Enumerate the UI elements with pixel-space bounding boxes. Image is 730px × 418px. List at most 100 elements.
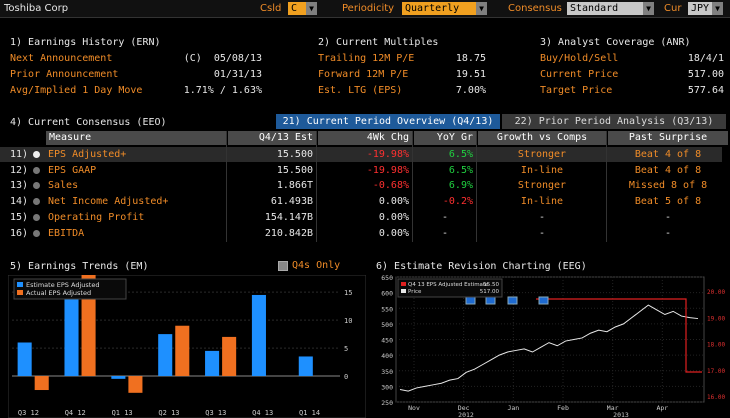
row-comps: Stronger bbox=[517, 180, 567, 192]
estimate-bar bbox=[298, 356, 313, 377]
row-measure[interactable]: EBITDA bbox=[48, 227, 85, 239]
y-tick-label: 650 bbox=[381, 274, 393, 282]
radio-icon[interactable] bbox=[33, 210, 43, 225]
col-surprise[interactable]: Past Surprise bbox=[608, 131, 728, 145]
row-measure[interactable]: EPS GAAP bbox=[48, 164, 97, 176]
multiples-label-0: Trailing 12M P/E bbox=[318, 53, 415, 64]
radio-icon[interactable] bbox=[33, 194, 43, 209]
legend-label: Estimate EPS Adjusted bbox=[26, 281, 99, 289]
table-row[interactable]: 12) EPS GAAP 15.500 -19.98% 6.5% In-line… bbox=[0, 162, 722, 178]
ern-title[interactable]: 1) Earnings History (ERN) bbox=[10, 37, 161, 48]
periodicity-label: Periodicity bbox=[342, 3, 395, 14]
estimate-bar bbox=[64, 292, 79, 377]
chevron-down-icon[interactable]: ▼ bbox=[476, 2, 487, 15]
col-est[interactable]: Q4/13 Est bbox=[228, 131, 316, 145]
tab-prior-period[interactable]: 22) Prior Period Analysis (Q3/13) bbox=[502, 114, 726, 129]
consensus-title[interactable]: 4) Current Consensus (EEO) bbox=[10, 117, 167, 128]
table-row[interactable]: 13) Sales 1.866T -0.68% 6.9% Stronger Mi… bbox=[0, 178, 722, 194]
cur-select[interactable]: JPY ▼ bbox=[688, 2, 723, 15]
estimate-bar bbox=[251, 294, 266, 377]
table-row[interactable]: 14) Net Income Adjusted+ 61.493B 0.00% -… bbox=[0, 194, 722, 210]
table-row[interactable]: 16) EBITDA 210.842B 0.00% - - - bbox=[0, 225, 722, 241]
checkbox-icon[interactable] bbox=[278, 260, 288, 271]
chevron-down-icon[interactable]: ▼ bbox=[712, 2, 723, 15]
row-est: 15.500 bbox=[276, 149, 313, 160]
row-yoy: 6.9% bbox=[448, 180, 473, 192]
tab-current-period[interactable]: 21) Current Period Overview (Q4/13) bbox=[276, 114, 500, 129]
anr-title[interactable]: 3) Analyst Coverage (ANR) bbox=[540, 37, 691, 48]
header-bar bbox=[0, 0, 730, 18]
y2-tick-label: 19.00 bbox=[707, 315, 725, 322]
multiples-value-1: 19.51 bbox=[455, 69, 486, 80]
row-surprise: Beat 4 of 8 bbox=[634, 164, 702, 176]
x-tick-label: Q4 12 bbox=[65, 409, 86, 417]
csld-label: Csld bbox=[260, 3, 282, 14]
row-4wk-chg: 0.00% bbox=[378, 227, 409, 239]
anr-label-0: Buy/Hold/Sell bbox=[540, 53, 619, 64]
anr-label-1: Current Price bbox=[540, 69, 619, 80]
chevron-down-icon[interactable]: ▼ bbox=[643, 2, 654, 15]
x-tick-label: Q1 14 bbox=[299, 409, 320, 417]
consensus-value: Standard bbox=[567, 2, 643, 15]
actual-bar bbox=[81, 275, 96, 377]
consensus-select[interactable]: Standard ▼ bbox=[567, 2, 654, 15]
multiples-label-2: Est. LTG (EPS) bbox=[318, 85, 403, 96]
estimate-revision-chart: 250 300 350 400 450 500 550 600 650 20.00 19.00 18.… bbox=[372, 273, 730, 418]
trends-title[interactable]: 5) Earnings Trends (EM) bbox=[10, 261, 149, 272]
x-tick-label: Q4 13 bbox=[252, 409, 273, 417]
actual-bar bbox=[34, 376, 49, 391]
x-year-label: 2012 bbox=[458, 411, 474, 418]
row-comps: - bbox=[538, 211, 546, 223]
x-tick-label: Jan bbox=[507, 404, 519, 412]
row-measure[interactable]: EPS Adjusted+ bbox=[48, 149, 127, 160]
col-4wk[interactable]: 4Wk Chg bbox=[318, 131, 412, 145]
actual-bar bbox=[175, 325, 190, 377]
y2-tick-label: 20.00 bbox=[707, 289, 725, 296]
y-tick-label: 250 bbox=[381, 399, 393, 407]
y-tick-label: 300 bbox=[381, 383, 393, 391]
revision-title[interactable]: 6) Estimate Revision Charting (EEG) bbox=[376, 261, 587, 272]
row-est: 61.493B bbox=[270, 196, 313, 208]
radio-icon[interactable] bbox=[33, 147, 43, 162]
estimate-bar bbox=[111, 376, 126, 379]
col-comps[interactable]: Growth vs Comps bbox=[478, 131, 606, 145]
ern-label-1: Prior Announcement bbox=[10, 69, 119, 80]
radio-icon[interactable] bbox=[33, 163, 43, 178]
ern-label-0: Next Announcement bbox=[10, 53, 113, 64]
legend-label: Q4 13 EPS Adjusted Estimate bbox=[408, 282, 489, 288]
column-divider bbox=[412, 131, 413, 242]
x-tick-label: Mar bbox=[607, 404, 619, 412]
row-est: 15.500 bbox=[276, 164, 313, 176]
row-comps: In-line bbox=[520, 196, 564, 208]
table-row[interactable]: 15) Operating Profit 154.147B 0.00% - - … bbox=[0, 209, 722, 225]
row-surprise: - bbox=[664, 211, 672, 223]
periodicity-value: Quarterly bbox=[402, 2, 476, 15]
chevron-down-icon[interactable]: ▼ bbox=[306, 2, 317, 15]
row-surprise: Beat 5 of 8 bbox=[634, 196, 702, 208]
row-est: 1.866T bbox=[276, 180, 313, 192]
col-measure[interactable]: Measure bbox=[46, 131, 226, 145]
legend-box bbox=[397, 278, 503, 298]
row-number: 16) bbox=[10, 227, 29, 239]
multiples-value-0: 18.75 bbox=[455, 53, 486, 64]
earnings-trends-chart: 0 5 10 15 Q3 12 Q4 12 Q1 13 Q2 13 Q3 13 Q4 13 Q1 1… bbox=[8, 275, 366, 418]
col-yoy[interactable]: YoY Gr bbox=[414, 131, 476, 145]
row-measure[interactable]: Sales bbox=[48, 180, 79, 192]
estimate-bar bbox=[158, 334, 173, 377]
radio-icon[interactable] bbox=[33, 178, 43, 193]
radio-icon[interactable] bbox=[33, 226, 43, 241]
row-measure[interactable]: Net Income Adjusted+ bbox=[48, 196, 169, 208]
y-tick-label: 10 bbox=[344, 317, 352, 325]
row-number: 15) bbox=[10, 211, 29, 223]
csld-select[interactable]: C ▼ bbox=[288, 2, 317, 15]
table-row[interactable]: 11) EPS Adjusted+ 15.500 -19.98% 6.5% St… bbox=[0, 147, 722, 162]
multiples-title[interactable]: 2) Current Multiples bbox=[318, 37, 439, 48]
row-measure[interactable]: Operating Profit bbox=[48, 211, 145, 223]
row-number: 11) bbox=[10, 149, 29, 160]
periodicity-select[interactable]: Quarterly ▼ bbox=[402, 2, 487, 15]
y-tick-label: 5 bbox=[344, 345, 348, 353]
q4s-only-toggle[interactable]: Q4s Only bbox=[278, 260, 340, 271]
event-marker-icon bbox=[507, 296, 518, 305]
legend-swatch bbox=[17, 282, 23, 287]
event-marker-icon bbox=[465, 296, 476, 305]
